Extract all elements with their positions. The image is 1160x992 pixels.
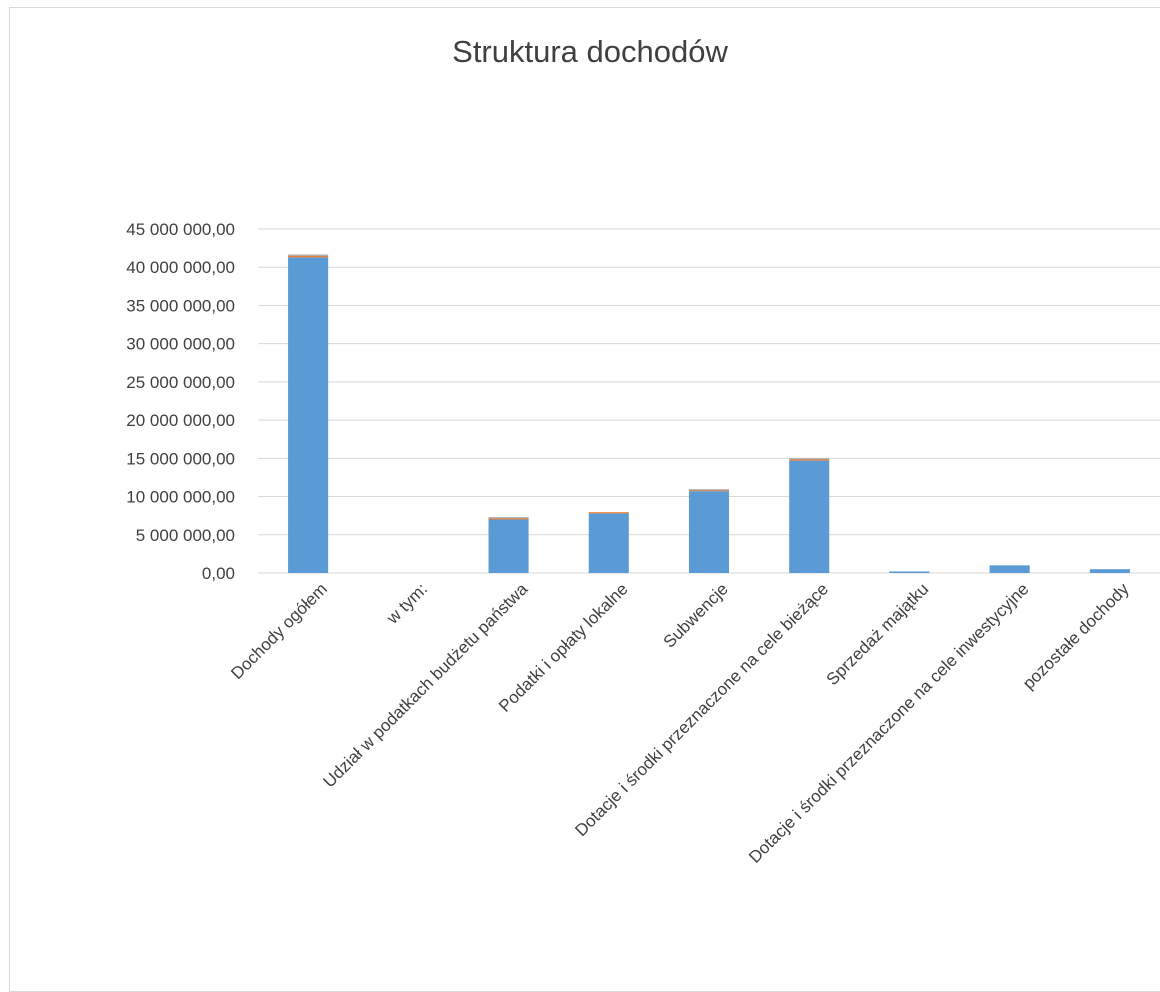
y-tick-label: 35 000 000,00 (126, 296, 235, 315)
bar (588, 512, 629, 514)
category-label: Sprzedaż majątku (823, 579, 933, 689)
bar (488, 517, 529, 519)
bar (488, 519, 529, 573)
y-tick-label: 25 000 000,00 (126, 373, 235, 392)
y-tick-label: 5 000 000,00 (136, 526, 235, 545)
bar (288, 254, 329, 256)
bar (789, 460, 830, 573)
bar (789, 459, 830, 461)
y-tick-label: 20 000 000,00 (126, 411, 235, 430)
bars (288, 254, 1130, 573)
bar (688, 491, 730, 573)
y-tick-label: 10 000 000,00 (126, 488, 235, 507)
bar (789, 458, 830, 460)
y-tick-label: 45 000 000,00 (126, 220, 235, 239)
category-label: Udział w podatkach budżetu państwa (319, 579, 531, 791)
y-tick-label: 40 000 000,00 (126, 258, 235, 277)
bar (688, 489, 730, 491)
bar (688, 490, 730, 492)
bar (288, 255, 329, 258)
bar (588, 513, 629, 573)
category-label: Subwencje (660, 579, 732, 651)
y-axis-tick-labels: 0,00 5 000 000,00 10 000 000,00 15 000 000,… (126, 220, 235, 583)
y-tick-label: 0,00 (202, 564, 235, 583)
bar (889, 571, 930, 573)
bar (288, 257, 329, 573)
bar (1089, 569, 1130, 573)
y-tick-label: 30 000 000,00 (126, 335, 235, 354)
bar (488, 518, 529, 520)
x-axis-category-labels: Dochody ogółem w tym:Udział w podatkach b… (227, 579, 1133, 867)
chart-title: Struktura dochodów (452, 34, 728, 69)
category-label: Dochody ogółem (227, 579, 331, 683)
chart-frame (9, 7, 1160, 992)
y-tick-label: 15 000 000,00 (126, 449, 235, 468)
category-label: pozostałe dochody (1019, 579, 1133, 693)
category-label: w tym: (382, 579, 431, 628)
bar (989, 565, 1030, 573)
